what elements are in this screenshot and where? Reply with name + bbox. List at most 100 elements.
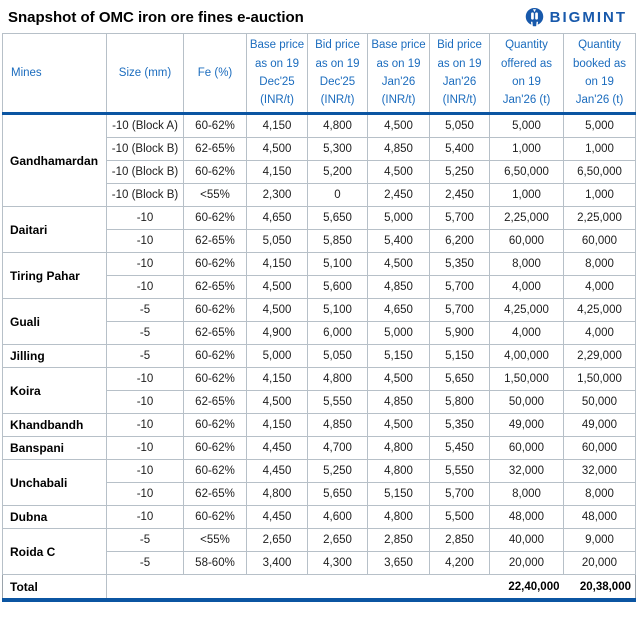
cell-bid-dec: 5,650 — [307, 206, 368, 230]
table-row: -5 58-60% 3,400 4,300 3,650 4,200 20,000 20,000 — [3, 551, 636, 575]
cell-fe: 58-60% — [183, 551, 247, 575]
cell-qty-offered: 1,000 — [489, 137, 564, 161]
cell-qty-booked: 8,000 — [563, 482, 636, 506]
cell-size: -10 — [106, 252, 184, 276]
cell-base-dec: 4,650 — [246, 206, 308, 230]
mine-name: Banspani — [2, 436, 107, 460]
cell-qty-booked: 1,000 — [563, 137, 636, 161]
cell-bid-dec: 2,650 — [307, 528, 368, 552]
total-qty-offered: 22,40,000 — [489, 574, 564, 601]
cell-bid-dec: 4,800 — [307, 367, 368, 391]
cell-qty-booked: 4,000 — [563, 275, 636, 299]
cell-size: -10 — [106, 390, 184, 414]
cell-fe: 60-62% — [183, 505, 247, 529]
cell-bid-dec: 5,550 — [307, 390, 368, 414]
page-title: Snapshot of OMC iron ore fines e-auction — [8, 9, 304, 26]
cell-bid-dec: 5,050 — [307, 344, 368, 368]
cell-base-jan: 5,000 — [367, 206, 430, 230]
table-row: Khandbandh -10 60-62% 4,150 4,850 4,500 5,350 4… — [2, 413, 636, 437]
cell-bid-dec: 5,100 — [307, 298, 368, 322]
cell-bid-dec: 4,850 — [307, 413, 368, 437]
bigmint-logo-text: BIGMINT — [549, 9, 627, 26]
cell-fe: 60-62% — [183, 113, 247, 138]
cell-fe: 62-65% — [183, 390, 247, 414]
cell-base-jan: 3,650 — [367, 551, 430, 575]
total-spacer — [106, 574, 490, 601]
cell-qty-booked: 9,000 — [563, 528, 636, 552]
cell-bid-jan: 5,700 — [429, 298, 490, 322]
cell-bid-dec: 5,850 — [307, 229, 368, 253]
cell-base-jan: 4,800 — [367, 459, 430, 483]
cell-size: -10 (Block B) — [106, 137, 184, 161]
mine-name: Gandhamardan — [2, 113, 107, 207]
cell-fe: 60-62% — [183, 367, 247, 391]
cell-size: -10 — [106, 367, 184, 391]
cell-size: -10 — [106, 505, 184, 529]
cell-qty-offered: 1,000 — [489, 183, 564, 207]
cell-qty-offered: 48,000 — [489, 505, 564, 529]
table-row: -10 (Block B) 60-62% 4,150 5,200 4,500 5,250 6… — [3, 160, 636, 184]
cell-bid-jan: 5,800 — [429, 390, 490, 414]
total-qty-booked: 20,38,000 — [563, 574, 636, 601]
mine-name: Roida C — [2, 528, 107, 575]
cell-bid-jan: 5,350 — [429, 252, 490, 276]
cell-base-jan: 5,000 — [367, 321, 430, 345]
cell-base-jan: 4,500 — [367, 252, 430, 276]
cell-base-dec: 4,150 — [246, 413, 308, 437]
cell-base-dec: 4,450 — [246, 505, 308, 529]
cell-qty-offered: 4,000 — [489, 275, 564, 299]
cell-qty-booked: 8,000 — [563, 252, 636, 276]
cell-qty-booked: 5,000 — [563, 113, 636, 138]
cell-base-dec: 4,500 — [246, 298, 308, 322]
cell-bid-dec: 4,700 — [307, 436, 368, 460]
cell-qty-booked: 48,000 — [563, 505, 636, 529]
cell-base-dec: 4,800 — [246, 482, 308, 506]
cell-qty-booked: 60,000 — [563, 229, 636, 253]
cell-base-dec: 4,500 — [246, 137, 308, 161]
cell-size: -10 (Block B) — [106, 183, 184, 207]
total-label: Total — [2, 574, 107, 601]
table-row: Dubna -10 60-62% 4,450 4,600 4,800 5,500 48,000… — [2, 505, 636, 529]
cell-size: -10 — [106, 413, 184, 437]
cell-qty-booked: 2,25,000 — [563, 206, 636, 230]
cell-qty-booked: 49,000 — [563, 413, 636, 437]
header-base-price-dec: Base price as on 19 Dec'25 (INR/t) — [246, 33, 308, 114]
table-footer: Total 22,40,000 20,38,000 — [2, 574, 636, 601]
cell-base-dec: 4,150 — [246, 252, 308, 276]
cell-base-jan: 4,800 — [367, 505, 430, 529]
cell-size: -10 — [106, 436, 184, 460]
cell-fe: 62-65% — [183, 482, 247, 506]
cell-base-jan: 4,800 — [367, 436, 430, 460]
table-row: -10 (Block B) 62-65% 4,500 5,300 4,850 5,400 1… — [3, 137, 636, 161]
cell-size: -10 (Block B) — [106, 160, 184, 184]
header-row: Mines Size (mm) Fe (%) Base price as on … — [2, 33, 636, 114]
cell-fe: <55% — [183, 183, 247, 207]
cell-qty-booked: 1,50,000 — [563, 367, 636, 391]
cell-size: -5 — [106, 528, 184, 552]
cell-base-jan: 2,450 — [367, 183, 430, 207]
mine-name: Unchabali — [2, 459, 107, 506]
cell-bid-jan: 5,500 — [429, 505, 490, 529]
cell-qty-offered: 60,000 — [489, 436, 564, 460]
cell-bid-jan: 5,650 — [429, 367, 490, 391]
cell-fe: <55% — [183, 528, 247, 552]
cell-bid-jan: 5,550 — [429, 459, 490, 483]
header-fe: Fe (%) — [183, 33, 247, 114]
cell-size: -10 (Block A) — [106, 113, 184, 138]
cell-bid-dec: 0 — [307, 183, 368, 207]
table-row: Banspani -10 60-62% 4,450 4,700 4,800 5,450 60,… — [2, 436, 636, 460]
cell-qty-offered: 8,000 — [489, 252, 564, 276]
mine-name: Khandbandh — [2, 413, 107, 437]
cell-bid-dec: 4,300 — [307, 551, 368, 575]
total-row: Total 22,40,000 20,38,000 — [2, 574, 636, 601]
table-row: Unchabali -10 60-62% 4,450 5,250 4,800 5,550 32… — [2, 459, 636, 506]
table-row: Daitari -10 60-62% 4,650 5,650 5,000 5,700 2,25… — [2, 206, 636, 253]
cell-size: -10 — [106, 275, 184, 299]
cell-bid-dec: 6,000 — [307, 321, 368, 345]
mine-name: Jilling — [2, 344, 107, 368]
cell-qty-offered: 8,000 — [489, 482, 564, 506]
cell-base-jan: 4,850 — [367, 390, 430, 414]
cell-base-dec: 4,450 — [246, 436, 308, 460]
cell-base-dec: 5,000 — [246, 344, 308, 368]
cell-size: -5 — [106, 321, 184, 345]
